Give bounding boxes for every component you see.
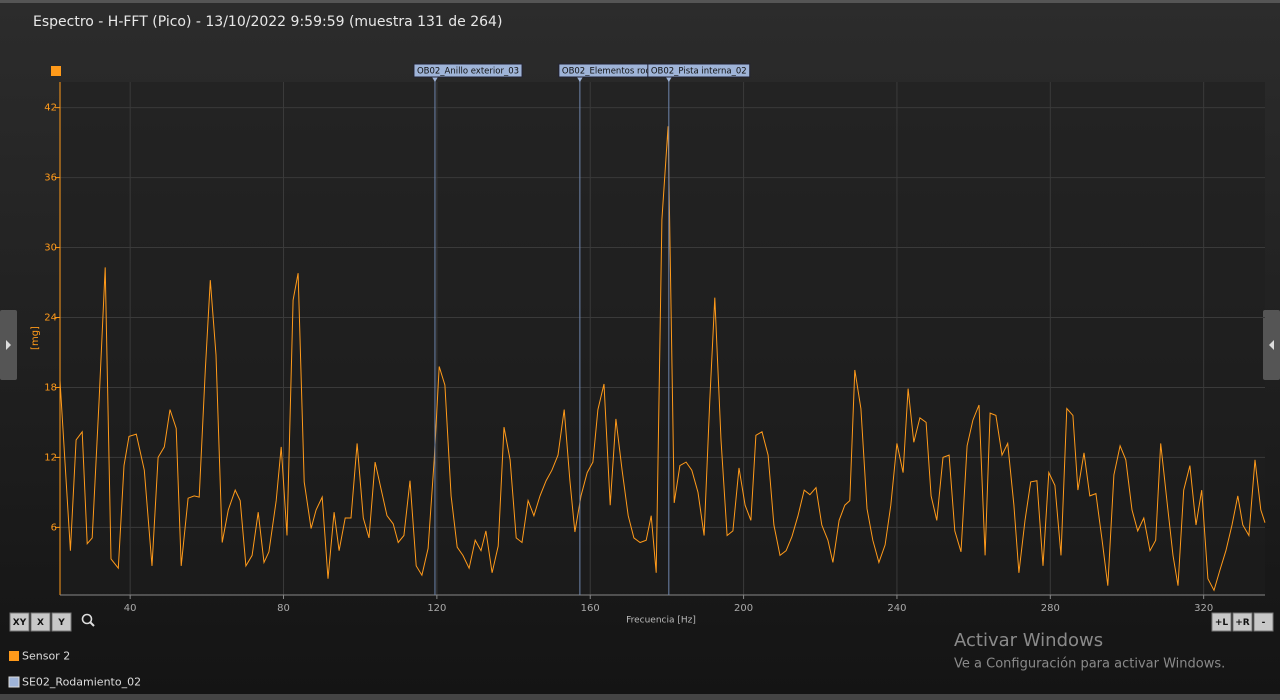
marker-label-box	[647, 63, 751, 78]
right-tab-arrow	[1269, 340, 1274, 350]
y-tick-label: 24	[44, 313, 57, 324]
toolbar-button[interactable]	[1211, 612, 1232, 632]
chart-title: Espectro - H-FFT (Pico) - 13/10/2022 9:5…	[33, 14, 502, 30]
plot-area	[60, 82, 1265, 595]
y-tick-label: 30	[44, 243, 57, 254]
toolbar-button[interactable]	[1232, 612, 1253, 632]
y-tick-label: 36	[44, 173, 57, 184]
y-tick-label: 6	[51, 522, 57, 533]
toolbar-button-label[interactable]: -	[1262, 618, 1266, 628]
x-tick-label: 160	[581, 603, 600, 614]
marker-pointer	[665, 77, 672, 82]
x-tick-label: 240	[887, 603, 906, 614]
axis-color-key	[51, 66, 61, 76]
x-tick-label: 40	[124, 603, 137, 614]
toolbar-button-label[interactable]: +L	[1215, 618, 1229, 628]
legend-label[interactable]: SE02_Rodamiento_02	[22, 676, 141, 689]
watermark-text: Ve a Configuración para activar Windows.	[954, 657, 1225, 672]
legend-label[interactable]: Sensor 2	[22, 650, 70, 663]
legend-swatch	[8, 676, 20, 688]
toolbar-button-label[interactable]: XY	[13, 618, 27, 628]
toolbar-button[interactable]	[1253, 612, 1274, 632]
y-tick-label: 42	[44, 103, 57, 114]
top-strip	[0, 0, 1280, 3]
marker-tag: OB02_Elementos rod	[558, 63, 655, 78]
bottom-strip	[0, 694, 1280, 700]
marker-label: OB02_Elementos rod	[562, 67, 651, 77]
spectrum-line	[59, 126, 1266, 592]
x-tick-label: 200	[734, 603, 753, 614]
zoom-icon-handle	[89, 621, 95, 627]
marker-pointer	[576, 77, 583, 82]
grid: 6 12 18 24 30 36 42 40 80 120 160 200 240 280 320	[44, 82, 1265, 614]
toolbar-button-label[interactable]: Y	[57, 618, 65, 628]
marker-pointer	[431, 77, 438, 82]
x-axis-label: Frecuencia [Hz]	[626, 616, 696, 626]
marker-label-box	[413, 63, 523, 78]
zoom-icon[interactable]	[81, 613, 93, 625]
marker-label: OB02_Pista interna_02	[651, 67, 747, 77]
marker-tag: OB02_Anillo exterior_03	[413, 63, 523, 78]
x-tick-label: 320	[1194, 603, 1213, 614]
toolbar-button[interactable]	[30, 612, 51, 632]
y-tick-label: 12	[44, 452, 57, 463]
watermark-title: Activar Windows	[954, 630, 1103, 651]
toolbar-button-label[interactable]: +R	[1235, 618, 1250, 628]
x-tick-label: 120	[427, 603, 446, 614]
toolbar-button-label[interactable]: X	[37, 618, 44, 628]
marker-label: OB02_Anillo exterior_03	[417, 67, 519, 77]
marker-tag: OB02_Pista interna_02	[647, 63, 751, 78]
x-tick-label: 280	[1041, 603, 1060, 614]
y-axis-label: [mg]	[30, 326, 41, 350]
legend-swatch	[9, 651, 19, 661]
left-tab-arrow	[6, 340, 11, 350]
plot: OB02_Anillo exterior_03 OB02_Elementos ro…	[59, 63, 1266, 595]
toolbar-button[interactable]	[51, 612, 72, 632]
y-tick-label: 18	[44, 382, 57, 393]
x-tick-label: 80	[277, 603, 290, 614]
toolbar-button[interactable]	[9, 612, 30, 632]
